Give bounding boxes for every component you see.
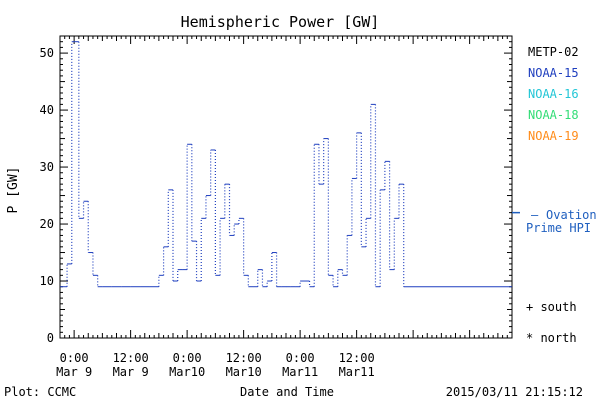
legend-entry: NOAA-15	[528, 66, 579, 80]
y-tick-label: 50	[40, 46, 54, 60]
legend: METP-02 NOAA-15 NOAA-16 NOAA-18 NOAA-19	[528, 45, 579, 143]
y-axis: 0 10 20 30 40 50	[40, 35, 512, 345]
x-tick-label-time: 12:00	[226, 351, 262, 365]
ovation-label-line2: Prime HPI	[526, 221, 591, 235]
plot-timestamp: 2015/03/11 21:15:12	[446, 385, 583, 399]
series-layer	[60, 41, 512, 288]
y-tick-label: 40	[40, 103, 54, 117]
series-noaa-15	[60, 41, 512, 288]
south-marker-legend: + south	[526, 300, 577, 314]
y-tick-label: 20	[40, 217, 54, 231]
x-tick-label-time: 12:00	[113, 351, 149, 365]
y-tick-label: 30	[40, 160, 54, 174]
x-tick-label-time: 0:00	[286, 351, 315, 365]
x-tick-label-time: 0:00	[173, 351, 202, 365]
y-axis-label: P [GW]	[6, 167, 21, 214]
plot-area-frame	[59, 35, 513, 339]
x-tick-label-date: Mar 9	[113, 365, 149, 379]
x-tick-label-date: Mar 9	[56, 365, 92, 379]
x-tick-label-date: Mar10	[226, 365, 262, 379]
ovation-label-line1: Ovation	[546, 208, 597, 222]
north-marker-legend: * north	[526, 331, 577, 345]
ovation-indicator: Ovation – Prime HPI	[512, 208, 597, 235]
y-tick-label: 10	[40, 274, 54, 288]
plot-credit: Plot: CCMC	[4, 385, 76, 399]
x-tick-label-time: 0:00	[60, 351, 89, 365]
legend-entry: NOAA-18	[528, 108, 579, 122]
legend-entry: NOAA-16	[528, 87, 579, 101]
x-tick-label-date: Mar11	[282, 365, 318, 379]
ovation-dash: –	[531, 208, 539, 222]
chart-title: Hemispheric Power [GW]	[181, 13, 380, 31]
x-axis-label: Date and Time	[240, 385, 334, 399]
x-tick-label-time: 12:00	[339, 351, 375, 365]
legend-entry: METP-02	[528, 45, 579, 59]
x-tick-label-date: Mar11	[339, 365, 375, 379]
legend-entry: NOAA-19	[528, 129, 579, 143]
x-tick-label-date: Mar10	[169, 365, 205, 379]
y-tick-label: 0	[47, 331, 54, 345]
